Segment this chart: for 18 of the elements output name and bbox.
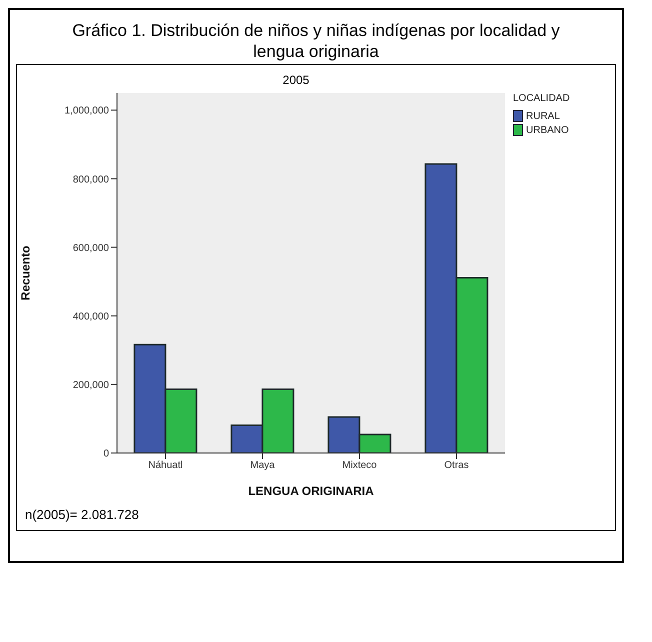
chart-subtitle: 2005 bbox=[282, 72, 310, 87]
x-axis-title: LENGUA ORIGINARIA bbox=[248, 484, 374, 498]
y-tick-label: 400,000 bbox=[72, 311, 110, 322]
y-tick-label: 800,000 bbox=[72, 174, 110, 186]
x-tick-label: Náhuatl bbox=[148, 460, 183, 472]
x-tick-label: Otras bbox=[444, 460, 469, 472]
chart-title: Gráfico 1. Distribución de niños y niñas indígenas por localidad y lengua originaria bbox=[71, 20, 561, 63]
y-tick-label: 0 bbox=[103, 448, 110, 460]
legend-label: RURAL bbox=[526, 110, 560, 122]
y-tick-label: 1,000,000 bbox=[64, 106, 110, 117]
x-tick-label: Mixteco bbox=[342, 460, 378, 472]
y-axis-title: Recuento bbox=[18, 246, 32, 300]
text: n(2005)= 2.081.728 bbox=[25, 507, 140, 522]
y-tick-label: 600,000 bbox=[72, 242, 110, 254]
legend-title: LOCALIDAD bbox=[513, 93, 571, 104]
x-tick-label: Maya bbox=[250, 460, 276, 472]
y-tick-label: 200,000 bbox=[72, 380, 110, 391]
legend-label: URBANO bbox=[526, 124, 569, 136]
